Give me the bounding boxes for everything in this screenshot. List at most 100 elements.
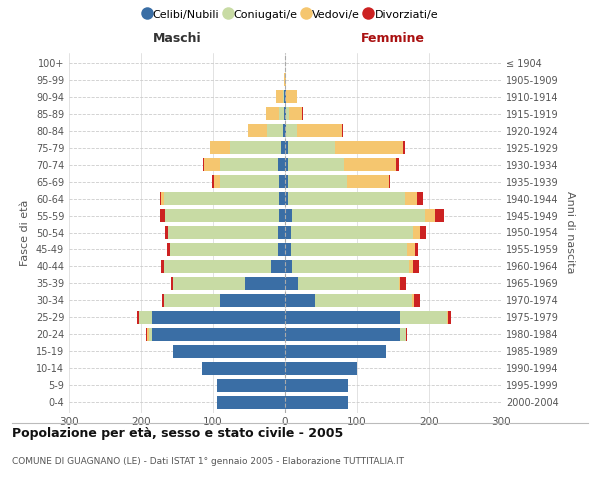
Bar bbox=[146, 328, 148, 341]
Bar bbox=[164, 260, 271, 273]
Bar bbox=[285, 328, 400, 341]
Bar bbox=[286, 90, 296, 104]
Bar bbox=[297, 124, 342, 137]
Bar bbox=[162, 294, 164, 307]
Bar bbox=[278, 243, 285, 256]
Bar bbox=[173, 277, 245, 290]
Bar bbox=[302, 107, 303, 120]
Bar bbox=[164, 294, 220, 307]
Bar bbox=[407, 243, 415, 256]
Bar bbox=[400, 311, 447, 324]
Bar bbox=[285, 243, 291, 256]
Bar bbox=[165, 226, 169, 239]
Bar bbox=[152, 328, 285, 341]
Bar bbox=[173, 344, 285, 358]
Bar bbox=[286, 107, 289, 120]
Bar bbox=[413, 260, 419, 273]
Bar bbox=[245, 277, 285, 290]
Bar bbox=[344, 158, 396, 171]
Bar bbox=[202, 362, 285, 375]
Bar bbox=[217, 378, 285, 392]
Bar bbox=[425, 209, 436, 222]
Bar bbox=[291, 226, 413, 239]
Bar bbox=[285, 107, 286, 120]
Bar bbox=[285, 158, 288, 171]
Bar bbox=[170, 243, 278, 256]
Bar bbox=[212, 175, 214, 188]
Text: Femmine: Femmine bbox=[361, 32, 425, 45]
Legend: Celibi/Nubili, Coniugati/e, Vedovi/e, Divorziati/e: Celibi/Nubili, Coniugati/e, Vedovi/e, Di… bbox=[140, 6, 442, 23]
Bar bbox=[285, 311, 400, 324]
Bar bbox=[288, 141, 335, 154]
Bar bbox=[285, 209, 292, 222]
Bar bbox=[281, 141, 285, 154]
Bar bbox=[292, 209, 425, 222]
Bar bbox=[315, 294, 412, 307]
Bar bbox=[286, 124, 297, 137]
Bar bbox=[404, 192, 418, 205]
Bar bbox=[288, 158, 344, 171]
Bar bbox=[277, 90, 283, 104]
Bar bbox=[289, 107, 302, 120]
Bar bbox=[291, 243, 407, 256]
Bar bbox=[288, 175, 347, 188]
Bar bbox=[220, 175, 279, 188]
Bar bbox=[161, 260, 164, 273]
Bar bbox=[267, 124, 283, 137]
Bar bbox=[169, 226, 278, 239]
Bar bbox=[285, 124, 286, 137]
Bar bbox=[217, 396, 285, 409]
Bar bbox=[285, 362, 357, 375]
Bar bbox=[406, 328, 407, 341]
Bar bbox=[283, 90, 284, 104]
Bar bbox=[415, 243, 418, 256]
Bar bbox=[160, 209, 166, 222]
Bar bbox=[285, 141, 288, 154]
Bar bbox=[284, 73, 285, 86]
Bar bbox=[285, 175, 288, 188]
Bar bbox=[403, 141, 404, 154]
Bar bbox=[220, 158, 278, 171]
Bar bbox=[278, 158, 285, 171]
Bar bbox=[220, 294, 285, 307]
Bar bbox=[412, 294, 414, 307]
Bar bbox=[418, 192, 423, 205]
Bar bbox=[285, 90, 286, 104]
Text: COMUNE DI GUAGNANO (LE) - Dati ISTAT 1° gennaio 2005 - Elaborazione TUTTITALIA.I: COMUNE DI GUAGNANO (LE) - Dati ISTAT 1° … bbox=[12, 458, 404, 466]
Bar bbox=[447, 311, 448, 324]
Bar bbox=[400, 277, 406, 290]
Bar bbox=[421, 226, 426, 239]
Bar bbox=[285, 396, 349, 409]
Bar bbox=[278, 226, 285, 239]
Bar bbox=[288, 192, 404, 205]
Bar bbox=[170, 277, 173, 290]
Bar bbox=[203, 158, 205, 171]
Y-axis label: Fasce di età: Fasce di età bbox=[20, 200, 30, 266]
Bar bbox=[285, 378, 349, 392]
Bar bbox=[399, 277, 400, 290]
Bar bbox=[436, 209, 444, 222]
Bar bbox=[400, 328, 406, 341]
Bar bbox=[149, 328, 152, 341]
Bar bbox=[214, 175, 220, 188]
Bar bbox=[279, 175, 285, 188]
Bar bbox=[285, 294, 315, 307]
Bar bbox=[285, 226, 291, 239]
Bar bbox=[298, 277, 399, 290]
Bar bbox=[279, 192, 285, 205]
Bar bbox=[266, 107, 278, 120]
Bar bbox=[285, 73, 286, 86]
Bar bbox=[160, 192, 161, 205]
Bar bbox=[292, 260, 409, 273]
Bar bbox=[448, 311, 451, 324]
Bar bbox=[285, 277, 298, 290]
Text: Popolazione per età, sesso e stato civile - 2005: Popolazione per età, sesso e stato civil… bbox=[12, 428, 343, 440]
Bar bbox=[248, 124, 267, 137]
Bar bbox=[167, 243, 170, 256]
Bar bbox=[139, 311, 152, 324]
Y-axis label: Anni di nascita: Anni di nascita bbox=[565, 191, 575, 274]
Bar bbox=[279, 209, 285, 222]
Bar bbox=[414, 294, 419, 307]
Bar bbox=[278, 107, 284, 120]
Bar bbox=[347, 175, 389, 188]
